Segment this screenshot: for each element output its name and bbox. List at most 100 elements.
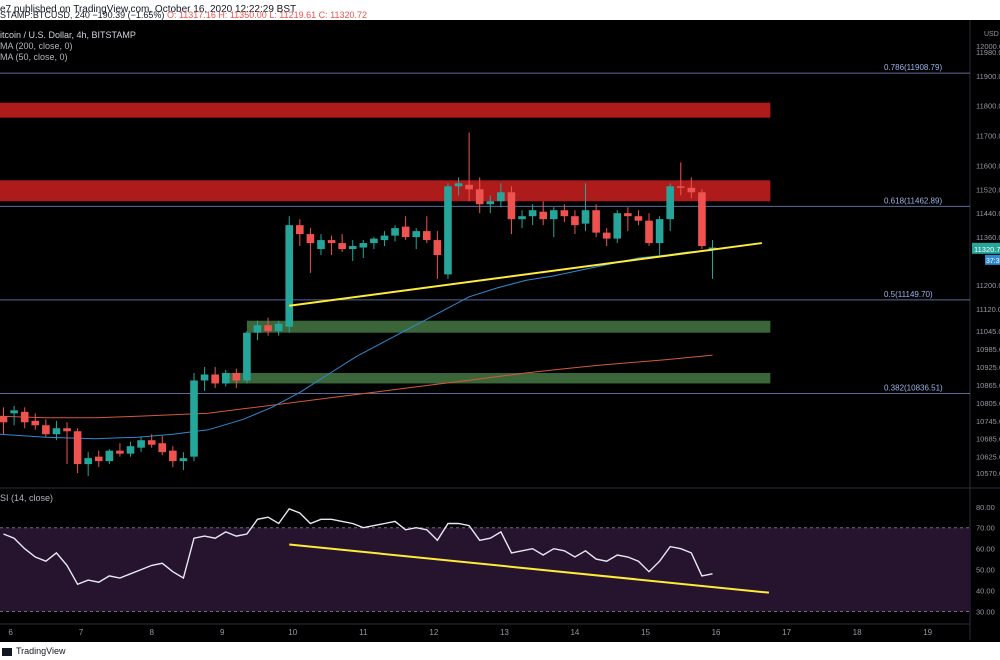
candle	[105, 450, 114, 462]
ohlc-close: C: 11320.72	[318, 10, 368, 20]
ohlc-open: O: 11317.16	[166, 10, 216, 20]
candle	[296, 225, 304, 235]
fib-label-0: 0.786(11908.79)	[884, 63, 942, 72]
time-tick-label: 8	[149, 628, 154, 637]
time-tick-label: 12	[429, 628, 438, 637]
last-price-label: 11320.7	[974, 245, 1000, 254]
published-line: e7 published on TradingView.com, October…	[0, 4, 297, 15]
price-tick-label: 11600.00	[976, 161, 1000, 170]
candle	[274, 323, 283, 332]
time-tick-label: 11	[359, 628, 368, 637]
price-tick-label: 10805.00	[976, 399, 1000, 408]
time-tick-label: 19	[923, 628, 932, 637]
candle	[486, 201, 495, 205]
candle	[10, 410, 18, 414]
rsi-band	[0, 527, 970, 612]
candle	[52, 428, 61, 435]
price-tick-label: 11700.00	[976, 132, 1000, 141]
candle	[624, 213, 632, 217]
candle	[73, 431, 82, 465]
price-tick-label: 10625.00	[976, 453, 1000, 462]
zone-resistance-1	[0, 180, 771, 202]
footer: TradingView	[0, 642, 1000, 660]
candle	[232, 373, 241, 381]
price-tick-label: 11520.00	[976, 185, 1000, 194]
price-tick-label: 11120.00	[976, 305, 1000, 314]
rsi-tick-label: 40.00	[976, 587, 995, 596]
candle	[465, 184, 473, 190]
price-tick-label: 11045.00	[976, 327, 1000, 336]
candle	[708, 247, 717, 250]
price-trendline	[289, 242, 763, 307]
candle	[401, 226, 410, 238]
rsi-tick-label: 30.00	[976, 608, 995, 617]
candle	[84, 458, 92, 465]
time-tick-label: 15	[641, 628, 650, 637]
candle	[370, 238, 378, 244]
candle	[179, 458, 188, 462]
candle	[676, 186, 685, 188]
candle	[200, 374, 209, 381]
candle	[359, 243, 368, 248]
ma50-badge	[985, 254, 1000, 265]
candle	[549, 210, 558, 220]
rsi-tick-label: 80.00	[976, 503, 995, 512]
rsi-tick-label: 50.00	[976, 566, 995, 575]
time-tick-label: 17	[782, 628, 791, 637]
price-tick-label: 10985.00	[976, 345, 1000, 354]
price-tick-label: 11200.00	[976, 281, 1000, 290]
price-tick-label: 12000.00	[976, 42, 1000, 51]
time-tick-label: 7	[79, 628, 84, 637]
zone-support-3	[222, 373, 771, 384]
candle	[306, 234, 315, 244]
candle	[475, 189, 484, 205]
time-tick-label: 9	[220, 628, 225, 637]
candle	[422, 231, 431, 241]
ma50-legend: MA (50, close, 0)	[0, 52, 68, 62]
candle	[497, 192, 505, 202]
candle	[338, 243, 346, 250]
publish-header: e7 published on TradingView.com, October…	[0, 0, 1000, 20]
time-tick-label: 6	[8, 628, 13, 637]
candle	[444, 186, 452, 275]
candle	[253, 325, 262, 333]
candle	[507, 192, 516, 220]
symbol-line: STAMP:BTCUSD, 240	[0, 10, 90, 20]
ohlc-low: L: 11219.61	[269, 10, 317, 20]
candle	[264, 325, 272, 332]
candle	[348, 246, 357, 250]
candle	[581, 210, 590, 224]
price-tick-label: 10685.00	[976, 435, 1000, 444]
candle	[539, 211, 548, 220]
time-tick-label: 13	[500, 628, 509, 637]
rsi-legend: SI (14, close)	[0, 493, 54, 503]
ma50-line	[0, 250, 713, 440]
rsi-tick-label: 60.00	[976, 545, 995, 554]
candle	[528, 210, 537, 217]
ma200-line	[0, 354, 713, 419]
candle	[211, 374, 219, 384]
candle	[613, 213, 622, 239]
footer-brand: TradingView	[16, 646, 66, 656]
chart-legend: STAMP:BTCUSD, 240 −190.39 (−1.65%) O: 11…	[0, 10, 367, 63]
candle	[169, 450, 177, 462]
tradingview-logo-icon	[2, 647, 12, 656]
rsi-tick-label: 70.00	[976, 524, 995, 533]
candle	[645, 220, 653, 244]
price-tick-label: 10745.00	[976, 417, 1000, 426]
candle	[698, 192, 706, 247]
candle	[317, 240, 325, 250]
candle	[518, 216, 526, 220]
candle	[221, 373, 230, 384]
candle	[147, 440, 156, 445]
time-tick-label: 16	[712, 628, 721, 637]
candle	[20, 411, 29, 423]
candle	[137, 440, 145, 448]
fib-label-2: 0.5(11149.70)	[884, 290, 933, 299]
symbol-title: itcoin / U.S. Dollar, 4h, BITSTAMP	[0, 30, 136, 40]
price-tick-label: 11900.00	[976, 72, 1000, 81]
last-price-badge	[972, 242, 1000, 254]
zone-support-2	[246, 320, 771, 333]
candle	[116, 450, 124, 454]
